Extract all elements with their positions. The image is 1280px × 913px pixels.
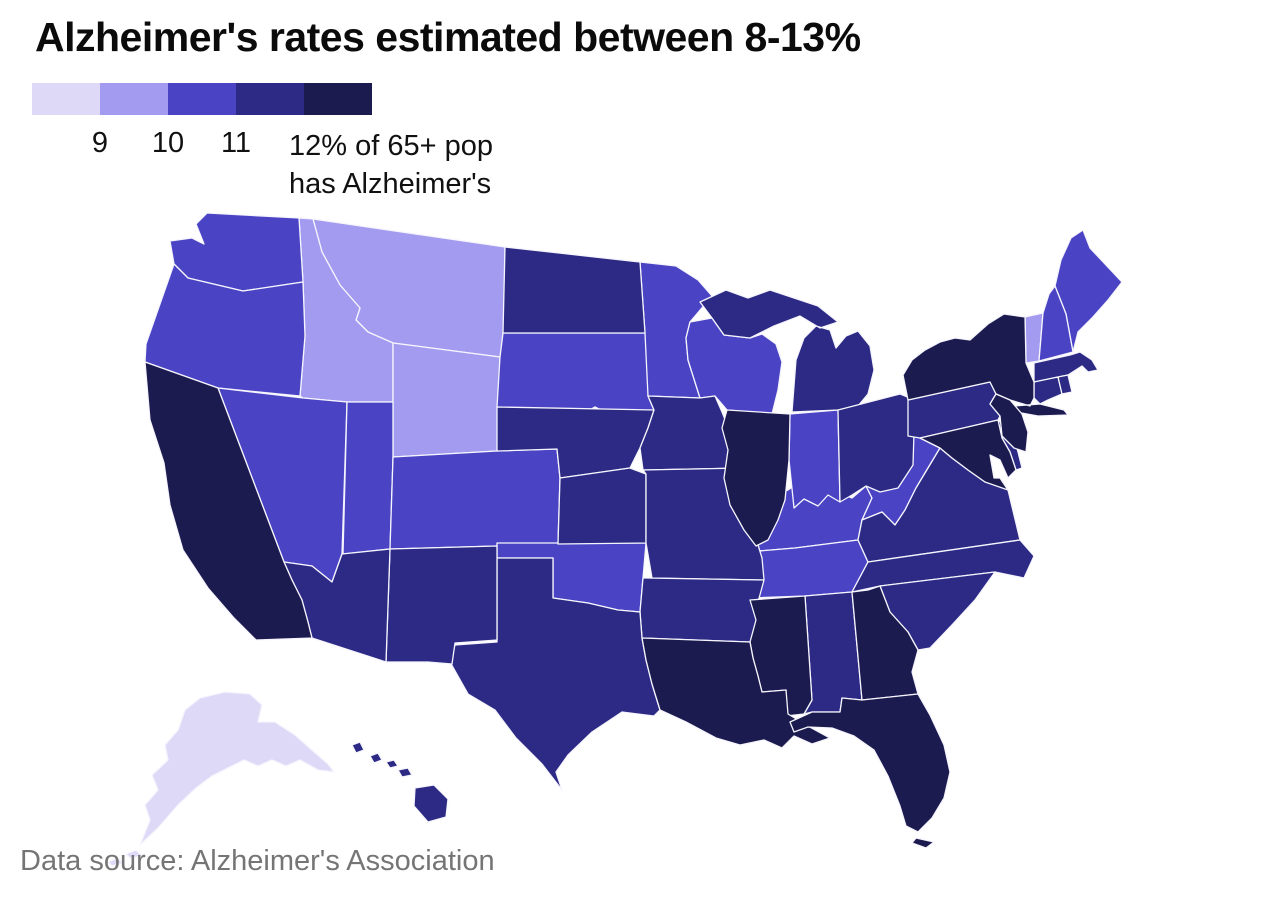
legend-swatch-10-11% [168, 83, 236, 115]
state-sd[interactable]: South Dakota — 10-11% [496, 332, 655, 413]
state-ct[interactable]: Connecticut — 11-12% [1033, 376, 1063, 405]
page-title: Alzheimer's rates estimated between 8-13… [35, 14, 861, 60]
data-source-caption: Data source: Alzheimer's Association [20, 845, 495, 877]
state-ri[interactable]: Rhode Island — 11-12% [1057, 374, 1073, 395]
legend-swatch-row [32, 83, 372, 115]
state-ar[interactable]: Arkansas — 11-12% [639, 577, 765, 643]
legend-tick-11: 11 [220, 127, 252, 159]
state-il[interactable]: Illinois — 12-13% [721, 409, 791, 547]
color-scale-legend: 9 10 11 12% of 65+ pop has Alzheimer's [32, 83, 652, 200]
state-nj[interactable]: New Jersey — 12-13% [989, 393, 1029, 453]
state-in[interactable]: Indiana — 10-11% [788, 409, 841, 509]
state-nd[interactable]: North Dakota — 11-12% [502, 246, 646, 334]
legend-tick-10: 10 [151, 127, 185, 159]
legend-swatch-8-9% [32, 83, 100, 115]
state-md[interactable]: Maryland — 12-13% [919, 419, 1017, 491]
legend-swatch-9-10% [100, 83, 168, 115]
legend-swatch-11-12% [236, 83, 304, 115]
state-ak[interactable]: Alaska — 8-9% [107, 691, 335, 867]
state-ks[interactable]: Kansas — 11-12% [557, 467, 647, 545]
state-ut[interactable]: Utah — 10-11% [342, 401, 394, 555]
state-ca[interactable]: California — 12-13% [144, 361, 313, 641]
state-nh[interactable]: New Hampshire — 10-11% [1038, 285, 1074, 362]
legend-swatch-12-13% [304, 83, 372, 115]
state-fl[interactable]: Florida — 12-13% [789, 693, 951, 849]
state-la[interactable]: Louisiana — 12-13% [641, 637, 831, 749]
state-hi[interactable]: Hawaii — 11-12% [351, 741, 449, 823]
state-wy[interactable]: Wyoming — 9-10% [392, 342, 501, 458]
legend-tick-12-label: 12% of 65+ pop has Alzheimer's [289, 130, 493, 200]
state-co[interactable]: Colorado — 10-11% [389, 448, 561, 550]
state-tx[interactable]: Texas — 11-12% [449, 557, 661, 791]
state-nm[interactable]: New Mexico — 11-12% [385, 545, 498, 665]
legend-tick-9: 9 [91, 127, 109, 159]
state-or[interactable]: Oregon — 10-11% [144, 263, 306, 397]
